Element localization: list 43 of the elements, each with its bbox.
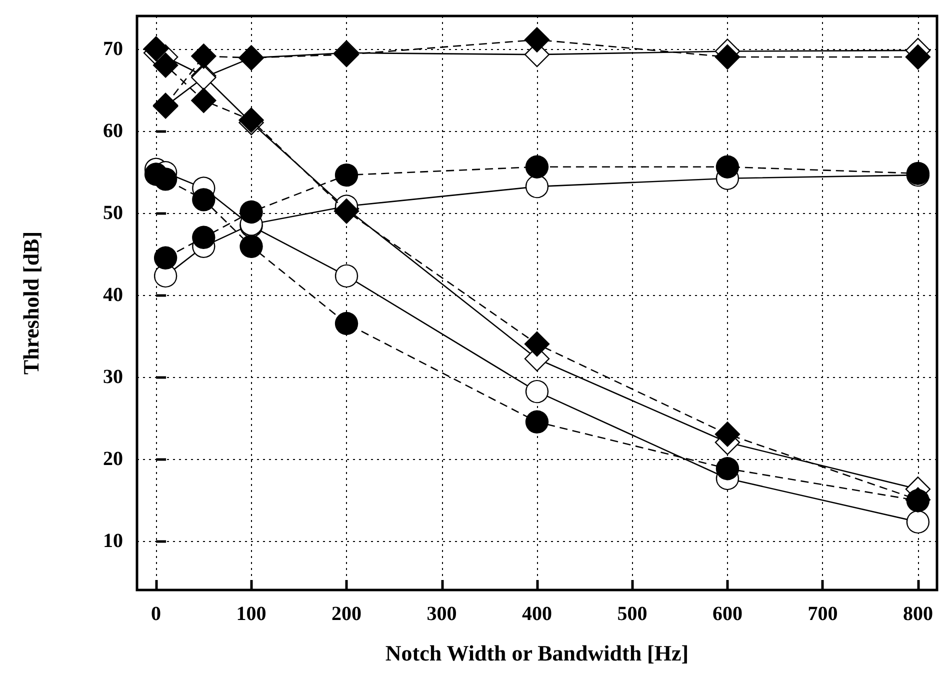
point xyxy=(716,457,740,480)
x-tick-label: 500 xyxy=(617,603,648,625)
point xyxy=(192,226,216,249)
point xyxy=(152,52,178,78)
point xyxy=(334,163,358,187)
x-tick-label: 800 xyxy=(902,603,933,625)
point xyxy=(334,264,358,288)
point xyxy=(143,36,169,62)
y-tick-label: 70 xyxy=(103,38,123,60)
y-tick-label: 30 xyxy=(103,366,123,388)
point xyxy=(716,155,740,178)
point xyxy=(240,234,263,258)
y-tick-label: 10 xyxy=(103,530,123,552)
point xyxy=(905,44,931,70)
point xyxy=(191,44,216,69)
x-tick-label: 600 xyxy=(712,603,742,625)
point xyxy=(525,155,549,178)
point xyxy=(906,510,930,534)
y-tick-label: 40 xyxy=(103,284,123,306)
x-tick-label: 0 xyxy=(151,603,162,625)
point xyxy=(714,44,740,70)
x-tick-label: 400 xyxy=(522,603,552,625)
point xyxy=(525,380,549,404)
x-tick-label: 200 xyxy=(332,603,362,625)
x-tick-label: 100 xyxy=(236,603,266,625)
point xyxy=(334,312,358,336)
point xyxy=(524,27,550,52)
y-tick-label: 20 xyxy=(103,448,123,470)
y-axis-title: Threshold [dB] xyxy=(18,231,44,375)
point xyxy=(525,410,549,434)
point xyxy=(154,246,178,270)
y-tick-label: 60 xyxy=(103,120,123,142)
x-tick-label: 700 xyxy=(808,603,838,625)
point xyxy=(240,200,263,224)
x-tick-label: 300 xyxy=(426,603,457,625)
point xyxy=(714,422,740,447)
point xyxy=(191,88,216,114)
point xyxy=(334,198,360,224)
point xyxy=(192,188,216,212)
point xyxy=(524,331,550,357)
x-axis-title: Notch Width or Bandwidth [Hz] xyxy=(385,640,689,666)
y-tick-label: 50 xyxy=(103,202,123,224)
point xyxy=(525,174,549,198)
